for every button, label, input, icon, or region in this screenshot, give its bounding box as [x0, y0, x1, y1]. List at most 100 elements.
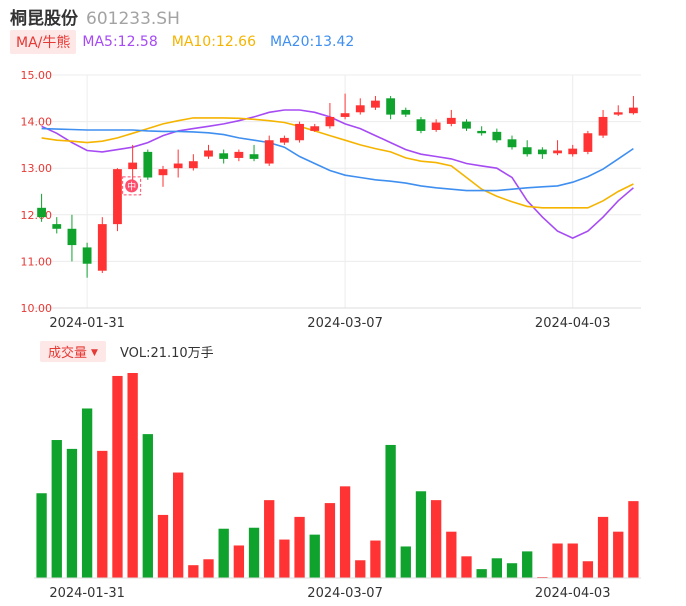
candle-body — [492, 131, 502, 141]
candle — [82, 242, 92, 278]
volume-bar — [97, 450, 108, 578]
volume-bar — [522, 551, 533, 578]
candle — [279, 135, 289, 145]
volume-bar — [127, 373, 138, 578]
volume-bar — [370, 540, 381, 578]
candle — [507, 135, 517, 150]
candle-body — [386, 98, 396, 115]
candle-body — [507, 139, 517, 148]
volume-bar — [476, 569, 487, 578]
candle-body — [462, 121, 471, 129]
candle-body — [522, 147, 532, 155]
candle — [462, 119, 471, 131]
candle-body — [143, 151, 153, 178]
candle-body — [355, 105, 365, 113]
price-y-tick-label: 13.00 — [21, 162, 53, 175]
ma20-legend: MA20:13.42 — [270, 34, 355, 50]
volume-bar — [81, 408, 93, 578]
price-y-axis: 15.00 14.00 13.00 12.00 11.00 10.00 — [21, 69, 53, 315]
volume-bar — [415, 491, 427, 578]
candle — [295, 121, 304, 143]
candle-body — [598, 116, 608, 136]
volume-bar — [309, 534, 320, 578]
candle — [37, 193, 46, 222]
volume-bar — [36, 493, 47, 578]
price-x-tick-label: 2024-03-07 — [307, 316, 383, 331]
candle-body — [310, 126, 320, 131]
volume-indicator-selector[interactable]: 成交量 ▼ — [40, 340, 106, 362]
volume-bar — [294, 516, 305, 578]
stock-name: 桐昆股份 — [10, 9, 78, 29]
ma-indicator-selector[interactable]: MA/牛熊 — [10, 30, 77, 54]
volume-bar — [264, 500, 275, 578]
ma5-legend: MA5:12.58 — [82, 34, 158, 50]
price-y-tick-label: 15.00 — [21, 69, 53, 82]
candle-body — [446, 117, 456, 124]
volume-bar — [567, 543, 578, 578]
caret-down-icon: ▼ — [91, 348, 98, 358]
candle — [416, 116, 426, 134]
candle-body — [82, 247, 92, 264]
volume-x-tick-label: 2024-03-07 — [307, 586, 383, 601]
line-ma20 — [41, 127, 634, 192]
candle-body — [279, 137, 289, 143]
candle-body — [416, 119, 426, 131]
volume-bar — [446, 531, 457, 578]
candle-body — [629, 107, 638, 114]
candle — [355, 98, 365, 115]
candle-body — [295, 123, 304, 141]
volume-bar — [582, 561, 594, 578]
event-marker-layer: 中 — [122, 176, 142, 196]
volume-bar — [233, 545, 245, 578]
volume-bar — [188, 565, 199, 578]
candle — [568, 144, 578, 157]
volume-x-tick-label: 2024-01-31 — [49, 586, 125, 601]
candle-body — [431, 122, 441, 130]
volume-bar — [66, 448, 78, 578]
volume-value: VOL:21.10万手 — [119, 345, 214, 361]
candle-body — [204, 150, 213, 157]
candle — [386, 95, 396, 120]
price-y-tick-label: 10.00 — [21, 302, 53, 315]
candle — [477, 126, 487, 136]
candle — [583, 130, 593, 155]
volume-bar — [552, 543, 563, 578]
volume-bars — [34, 373, 641, 579]
candle — [67, 214, 77, 262]
volume-tag-label: 成交量 — [48, 345, 88, 361]
price-y-tick-label: 11.00 — [21, 255, 53, 268]
volume-bar — [142, 434, 153, 578]
candle — [52, 217, 62, 234]
volume-x-tick-label: 2024-04-03 — [535, 586, 611, 601]
candle — [310, 123, 320, 132]
event-marker-glyph: 中 — [127, 180, 136, 192]
candle — [113, 168, 122, 232]
candle — [264, 135, 274, 166]
candle — [522, 140, 532, 157]
candle-body — [401, 109, 411, 115]
event-marker[interactable]: 中 — [122, 176, 142, 196]
volume-bar — [430, 500, 442, 578]
volume-legend: 成交量 ▼ VOL:21.10万手 — [40, 340, 214, 362]
candle — [492, 128, 502, 143]
volume-bar — [355, 560, 366, 578]
candle — [629, 95, 638, 115]
candle — [340, 93, 350, 120]
volume-bar — [597, 516, 609, 578]
volume-bar — [218, 528, 229, 578]
stock-header: 桐昆股份 601233.SH — [10, 4, 180, 29]
volume-bar — [506, 563, 518, 578]
price-x-axis: 2024-01-31 2024-03-07 2024-04-03 — [49, 316, 610, 331]
candle — [219, 149, 229, 164]
volume-x-axis: 2024-01-31 2024-03-07 2024-04-03 — [49, 586, 610, 601]
candle-body — [371, 100, 380, 108]
candle-body — [188, 161, 198, 169]
candle-body — [219, 153, 229, 159]
price-y-tick-label: 12.00 — [21, 209, 53, 222]
ma-legend: MA/牛熊 MA5:12.58 MA10:12.66 MA20:13.42 — [10, 30, 368, 54]
candle-body — [325, 116, 335, 127]
volume-bar — [157, 514, 169, 578]
candle — [158, 165, 168, 187]
event-marker-frame — [122, 176, 142, 196]
